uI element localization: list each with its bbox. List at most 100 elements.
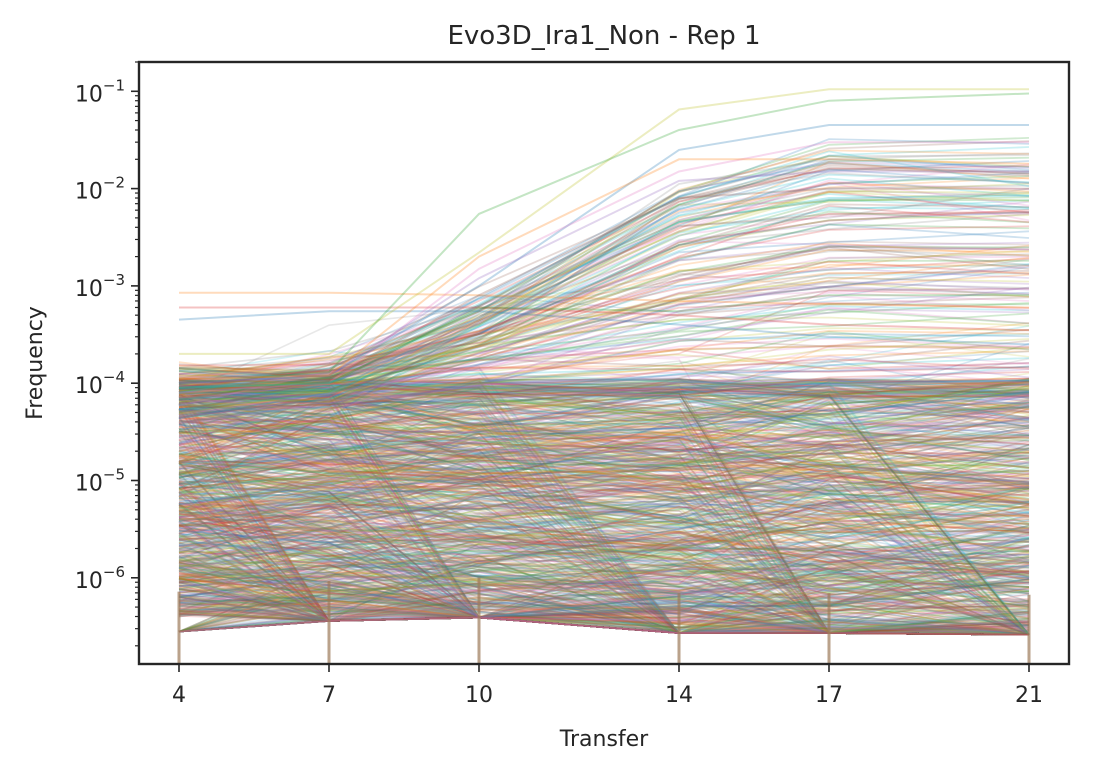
lineage-line	[178, 616, 1030, 636]
lineage-line	[178, 388, 1030, 634]
lineage-line	[178, 384, 1030, 413]
lineage-line	[178, 582, 1030, 636]
lineage-line	[178, 616, 1030, 636]
lineage-line	[178, 405, 1030, 512]
lineage-line	[178, 578, 1030, 636]
lineage-line	[178, 408, 1030, 533]
lineage-line	[178, 373, 1030, 420]
lineage-line	[178, 378, 1030, 457]
lineage-line	[178, 391, 1030, 478]
lineage-line	[178, 475, 1030, 518]
lineage-line	[178, 289, 1030, 390]
lineage-line	[178, 565, 1030, 636]
lineage-line	[178, 381, 1030, 504]
lineage-line	[178, 570, 1030, 634]
lineage-line	[178, 459, 1030, 636]
lineage-line	[178, 616, 1030, 634]
lineage-line	[178, 420, 1030, 469]
lineage-line	[178, 385, 1030, 458]
lineage-line	[178, 391, 1030, 436]
lineage-line	[178, 520, 1030, 634]
lineage-line	[178, 378, 1030, 394]
lineage-line	[178, 564, 1030, 636]
lineage-line	[178, 515, 1030, 636]
lineage-line	[178, 431, 1030, 534]
lineage-line	[178, 379, 1030, 636]
lineage-line	[178, 612, 1030, 634]
lineage-line	[178, 385, 1030, 401]
lineage-line	[178, 616, 1030, 636]
lineage-line	[178, 586, 1030, 636]
lineage-line	[178, 503, 1030, 575]
lineage-line	[178, 412, 1030, 636]
lineage-line	[178, 500, 1030, 582]
lineage-line	[178, 616, 1030, 636]
lineage-line	[178, 409, 1030, 636]
lineage-line	[178, 462, 1030, 636]
lineage-line	[178, 492, 1030, 561]
lineage-line	[178, 448, 1030, 476]
lineage-line	[178, 366, 1030, 636]
lineage-line	[178, 616, 1030, 634]
lineage-line	[178, 578, 1030, 636]
lineage-line	[178, 534, 1030, 617]
lineage-line	[178, 475, 1030, 577]
lineage-line	[178, 537, 1030, 616]
lineage-line	[178, 533, 1030, 636]
lineage-line	[178, 379, 1030, 489]
lineage-line	[178, 616, 1030, 636]
lineage-line	[178, 502, 1030, 634]
lineage-line	[178, 568, 1030, 636]
lineage-line	[178, 377, 1030, 493]
lineage-line	[178, 391, 1030, 430]
lineage-line	[178, 563, 1030, 636]
lineage-line	[178, 565, 1030, 636]
lineage-line	[178, 393, 1030, 430]
lineage-line	[178, 599, 1030, 636]
lineage-line	[178, 529, 1030, 636]
lineage-line	[178, 577, 1030, 636]
lineage-line	[178, 477, 1030, 554]
lineage-line	[178, 616, 1030, 635]
lineage-line	[178, 577, 1030, 624]
lineage-line	[178, 615, 1030, 636]
lineage-line	[178, 495, 1030, 529]
lineage-line	[178, 562, 1030, 616]
lineage-line	[178, 390, 1030, 430]
lineage-line	[178, 380, 1030, 417]
lineage-line	[178, 430, 1030, 487]
lineage-line	[178, 596, 1030, 636]
lineage-line	[178, 535, 1030, 595]
lineage-line	[178, 452, 1030, 634]
lineage-line	[178, 401, 1030, 551]
lineage-line	[178, 504, 1030, 619]
lineage-line	[178, 527, 1030, 611]
lineage-line	[178, 476, 1030, 636]
lineage-line	[178, 382, 1030, 468]
lineage-line	[178, 453, 1030, 636]
lineage-line	[178, 474, 1030, 636]
lineage-line	[178, 454, 1030, 541]
lineage-line	[178, 616, 1030, 636]
lineage-line	[178, 432, 1030, 487]
lineage-line	[178, 394, 1030, 485]
lineage-line	[178, 575, 1030, 636]
lineage-line	[178, 476, 1030, 552]
lineage-line	[178, 504, 1030, 573]
lineage-line	[178, 385, 1030, 634]
lineage-line	[178, 571, 1030, 630]
lineage-line	[178, 426, 1030, 525]
lineage-line	[178, 569, 1030, 622]
lineage-line	[178, 571, 1030, 634]
lineage-line	[178, 429, 1030, 464]
lineage-line	[178, 616, 1030, 636]
lineage-line	[178, 562, 1030, 616]
lineage-line	[178, 480, 1030, 533]
lineage-line	[178, 436, 1030, 489]
lineage-line	[178, 456, 1030, 563]
lineage-line	[178, 379, 1030, 478]
lineage-line	[178, 567, 1030, 636]
lineage-line	[178, 553, 1030, 636]
lineage-line	[178, 378, 1030, 498]
lineage-line	[178, 493, 1030, 563]
